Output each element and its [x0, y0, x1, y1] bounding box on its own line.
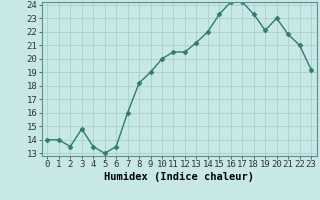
X-axis label: Humidex (Indice chaleur): Humidex (Indice chaleur) — [104, 172, 254, 182]
